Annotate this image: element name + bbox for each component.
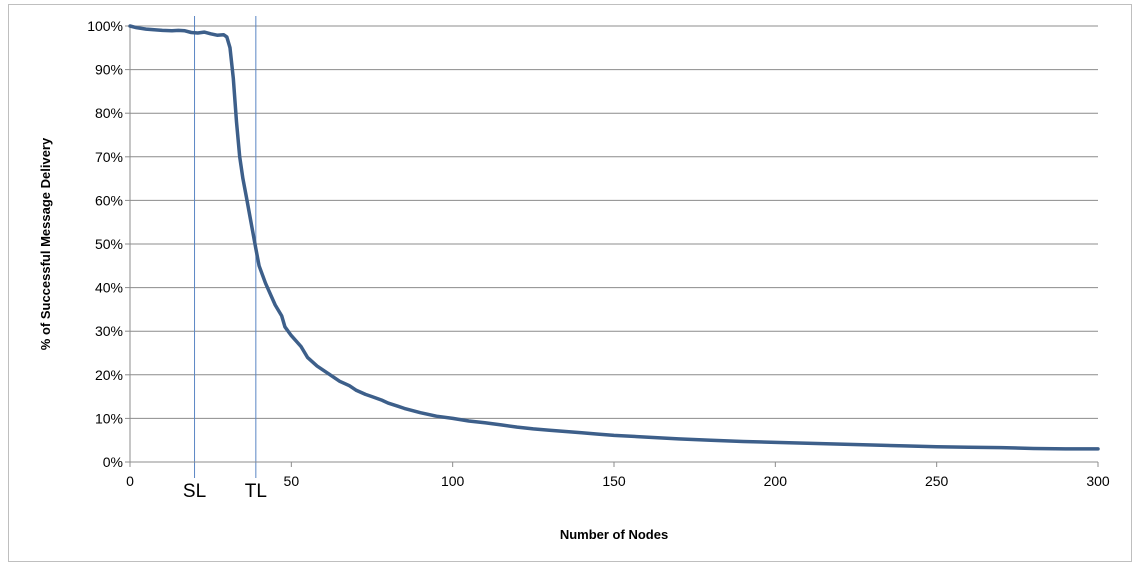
x-tick-label: 200 [764, 473, 788, 489]
axes [125, 25, 1099, 467]
gridlines [130, 25, 1098, 419]
y-tick-label: 100% [87, 18, 123, 34]
series-layer [128, 24, 1100, 451]
y-tick-label: 70% [95, 149, 123, 165]
y-tick-label: 80% [95, 105, 123, 121]
x-tick-label: 250 [925, 473, 949, 489]
x-tick-label: 50 [284, 473, 300, 489]
chart-frame [8, 4, 1132, 562]
x-tick-label: 0 [126, 473, 134, 489]
y-tick-label: 60% [95, 192, 123, 208]
vertical-markers: SL TL [183, 16, 267, 502]
marker-label-sl: SL [183, 481, 206, 502]
y-tick-label: 90% [95, 62, 123, 78]
x-tick-label: 100 [441, 473, 465, 489]
x-tick-label: 300 [1086, 473, 1110, 489]
y-tick-label: 50% [95, 236, 123, 252]
y-tick-label: 20% [95, 367, 123, 383]
y-tick-label: 30% [95, 323, 123, 339]
x-tick-label: 150 [602, 473, 626, 489]
y-tick-label: 10% [95, 410, 123, 426]
x-axis-title: Number of Nodes [560, 527, 668, 542]
series-line-0 [128, 24, 1100, 451]
tick-labels: 0% 10% 20% 30% 40% 50% 60% 70% 80% 90% 100% 0 50 100 1… [87, 18, 1110, 489]
marker-label-tl: TL [245, 481, 267, 502]
y-tick-label: 0% [103, 454, 123, 470]
y-tick-label: 40% [95, 280, 123, 296]
y-axis-title: % of Successful Message Delivery [38, 137, 53, 350]
